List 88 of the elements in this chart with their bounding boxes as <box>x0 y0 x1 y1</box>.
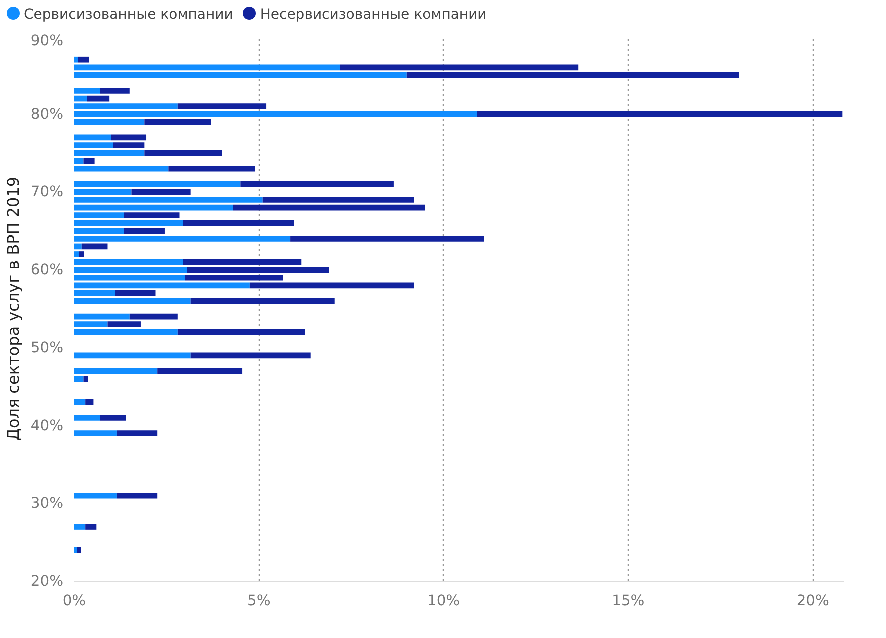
bar <box>74 150 145 156</box>
bar <box>86 524 97 530</box>
bar <box>74 166 169 172</box>
bar <box>144 150 222 156</box>
bar <box>290 236 484 242</box>
bar <box>183 220 294 226</box>
bar <box>79 252 84 258</box>
bar <box>78 56 90 63</box>
bar <box>74 298 191 304</box>
bar <box>74 368 158 374</box>
bar <box>84 158 95 164</box>
bar <box>74 204 234 211</box>
bar <box>74 236 291 242</box>
bar <box>74 158 84 164</box>
bar <box>113 142 145 148</box>
bar <box>74 430 117 436</box>
bar <box>116 430 158 436</box>
bar <box>74 524 86 530</box>
bar <box>262 197 414 203</box>
bar <box>111 134 147 141</box>
bar <box>183 259 302 266</box>
bar <box>100 415 126 421</box>
bar <box>74 267 188 273</box>
y-tick-label: 40% <box>30 417 64 434</box>
bar <box>74 415 100 421</box>
x-tick-label: 0% <box>62 592 86 610</box>
bar <box>74 400 86 406</box>
bar <box>74 376 84 382</box>
bar <box>158 368 243 374</box>
bar <box>74 189 132 196</box>
bar <box>190 352 311 359</box>
bar <box>190 298 335 304</box>
bar <box>74 547 78 554</box>
bar <box>74 104 178 110</box>
bar <box>74 259 184 266</box>
y-tick-label: 70% <box>30 184 64 201</box>
bar <box>132 189 191 196</box>
legend-item: Несервисизованные компании <box>243 7 487 23</box>
bar <box>74 72 407 78</box>
y-tick-label: 90% <box>30 32 64 50</box>
bar <box>233 204 426 211</box>
bar <box>86 400 94 406</box>
bar <box>178 104 267 110</box>
bar <box>144 119 212 126</box>
bar <box>74 492 117 499</box>
bar <box>84 376 88 382</box>
bar <box>100 88 130 94</box>
bar <box>74 134 112 141</box>
x-tick-label: 15% <box>612 592 645 610</box>
y-tick-label: 60% <box>30 262 64 279</box>
bar <box>240 182 394 188</box>
y-tick-label: 80% <box>30 106 64 123</box>
y-axis-title: Доля сектора услуг в ВРП 2019 <box>4 176 23 442</box>
bar <box>74 314 130 320</box>
bar <box>187 267 330 273</box>
bar <box>74 352 191 359</box>
bar <box>124 212 180 218</box>
bar <box>77 547 82 554</box>
bar <box>74 244 82 250</box>
bar <box>87 96 110 102</box>
bar <box>124 228 165 234</box>
bar <box>74 96 88 102</box>
bar <box>74 197 263 203</box>
bar <box>115 290 156 296</box>
bar <box>168 166 256 172</box>
bar <box>477 111 843 118</box>
x-tick-label: 20% <box>796 592 830 610</box>
bar <box>74 329 178 336</box>
bar <box>74 88 100 94</box>
bar <box>108 322 141 328</box>
bar <box>82 244 108 250</box>
x-tick-label: 5% <box>248 592 271 610</box>
bar <box>178 329 306 336</box>
legend-item: Сервисизованные компании <box>7 7 234 23</box>
y-tick-label: 50% <box>30 339 64 356</box>
bar <box>130 314 178 320</box>
bar <box>74 290 116 296</box>
bar <box>406 72 740 78</box>
bar <box>74 252 80 258</box>
bar <box>74 142 114 148</box>
x-tick-label: 10% <box>428 592 460 610</box>
bar <box>116 492 158 499</box>
y-tick-label: 20% <box>30 573 64 590</box>
bar <box>74 212 124 218</box>
bar <box>340 64 579 71</box>
y-tick-label: 30% <box>30 495 64 512</box>
bar <box>74 322 108 328</box>
bar <box>74 182 241 188</box>
